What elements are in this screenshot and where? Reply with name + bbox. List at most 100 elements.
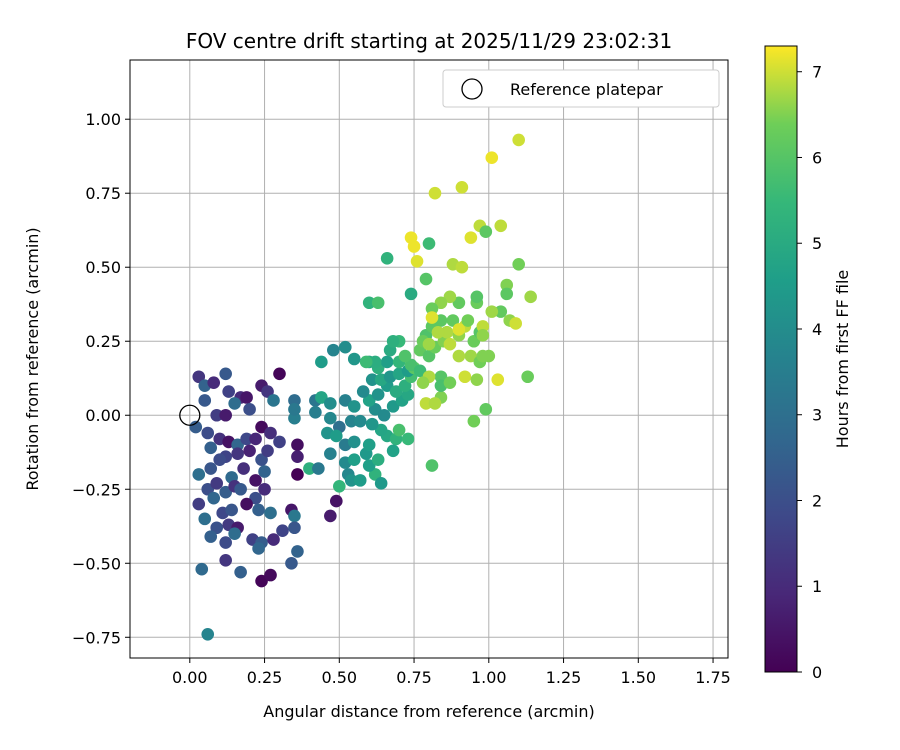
data-point: [491, 373, 505, 387]
colorbar-tick-label: 2: [812, 491, 822, 510]
data-point: [476, 349, 490, 363]
data-point: [234, 565, 247, 579]
data-point: [380, 252, 394, 265]
data-point: [434, 370, 448, 384]
data-point: [416, 376, 430, 389]
data-point: [330, 494, 343, 508]
data-point: [392, 423, 406, 437]
data-point: [419, 272, 433, 286]
data-point: [210, 408, 224, 422]
data-point: [249, 432, 262, 446]
colorbar-tick-label: 3: [812, 406, 822, 425]
data-point: [362, 394, 376, 407]
data-point: [410, 255, 424, 268]
x-tick-label: 1.50: [620, 668, 656, 687]
data-point: [324, 411, 337, 425]
data-point: [219, 485, 232, 499]
data-point: [228, 527, 241, 540]
y-tick-label: 0.00: [85, 406, 121, 425]
data-point: [371, 388, 385, 401]
data-point: [288, 521, 301, 535]
data-point: [353, 474, 367, 487]
data-point: [521, 370, 534, 384]
data-point: [452, 349, 466, 363]
data-point: [479, 403, 493, 416]
data-point: [443, 376, 457, 389]
colorbar-ticks: 0 1 2 3 4 5 6 7: [797, 63, 822, 682]
data-point: [386, 444, 400, 458]
data-point: [422, 237, 436, 250]
data-point: [255, 574, 268, 588]
data-point: [347, 453, 361, 466]
x-tick-label: 0.25: [247, 668, 283, 687]
data-point: [476, 329, 490, 342]
data-point: [309, 405, 322, 419]
colorbar-tick-label: 1: [812, 577, 822, 596]
data-point: [285, 556, 298, 570]
data-point: [452, 323, 466, 336]
data-point: [219, 554, 232, 567]
data-point: [470, 373, 484, 387]
data-point: [380, 355, 394, 369]
data-point: [261, 444, 274, 458]
colorbar-tick-label: 4: [812, 320, 822, 339]
data-point: [374, 423, 388, 437]
data-point: [249, 491, 262, 505]
data-point: [288, 509, 301, 523]
data-point: [425, 302, 439, 315]
data-point: [338, 340, 352, 354]
data-point: [273, 435, 286, 449]
data-point: [213, 453, 226, 466]
data-point: [467, 414, 481, 428]
data-point: [368, 403, 382, 416]
data-point: [228, 397, 241, 410]
data-point: [371, 296, 385, 310]
data-point: [243, 403, 256, 416]
data-point: [240, 497, 253, 511]
data-point: [344, 414, 358, 428]
data-point: [195, 562, 209, 576]
data-point: [428, 397, 442, 410]
reference-circle-icon: [179, 404, 201, 426]
y-tick-label: 0.25: [85, 332, 121, 351]
data-point: [386, 334, 400, 348]
data-point: [255, 420, 268, 434]
data-point: [407, 240, 421, 253]
reference-marker: [179, 404, 201, 426]
data-point: [485, 151, 499, 164]
data-point: [338, 394, 352, 407]
data-point: [225, 503, 238, 517]
data-point: [404, 358, 418, 372]
data-point: [425, 311, 439, 324]
data-point: [485, 305, 499, 318]
data-point: [291, 545, 304, 558]
data-point: [401, 432, 415, 446]
legend-marker-circle-icon: [461, 78, 483, 100]
data-point: [267, 394, 280, 407]
data-point: [398, 349, 412, 363]
data-point: [192, 370, 206, 384]
data-point: [443, 290, 457, 304]
data-point: [204, 462, 218, 475]
y-axis-label: Rotation from reference (arcmin): [23, 227, 42, 490]
data-point: [494, 219, 508, 233]
data-point: [324, 447, 337, 461]
y-tick-label: 0.50: [85, 258, 121, 277]
data-point: [374, 477, 388, 490]
x-tick-label: 0.50: [321, 668, 357, 687]
data-point: [315, 391, 328, 404]
data-point: [428, 186, 442, 200]
data-point: [362, 438, 376, 452]
data-point: [419, 397, 433, 410]
data-point: [219, 536, 232, 549]
data-point: [377, 408, 391, 422]
data-point: [327, 343, 340, 357]
data-points: [189, 133, 537, 641]
data-point: [455, 180, 469, 194]
data-point: [198, 394, 212, 407]
colorbar-tick-label: 6: [812, 148, 822, 167]
data-point: [258, 465, 271, 478]
x-tick-label: 0.00: [172, 668, 208, 687]
y-tick-label: −0.50: [72, 554, 121, 573]
data-point: [264, 506, 277, 520]
